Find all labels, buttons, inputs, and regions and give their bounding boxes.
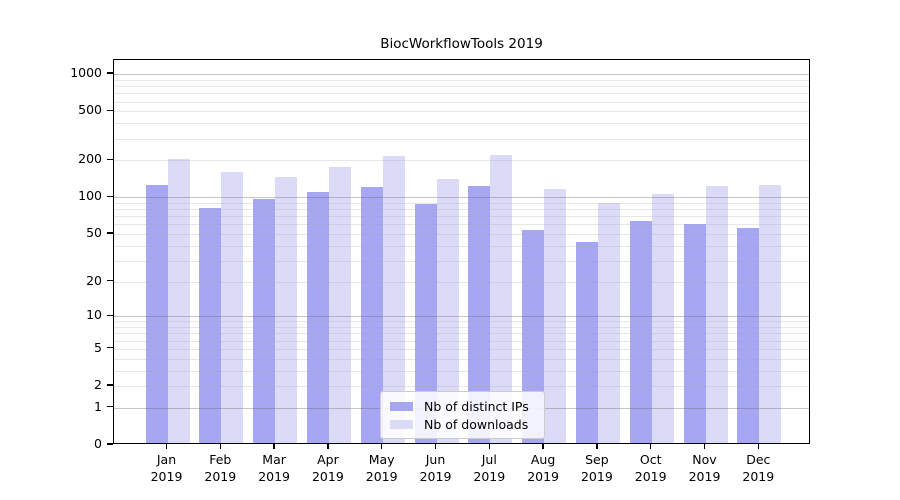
bar-distinct-ips-feb <box>199 207 222 443</box>
legend-entry-distinct-ips: Nb of distinct IPs <box>390 397 544 415</box>
x-tick-label-feb: Feb 2019 <box>204 452 237 484</box>
bar-downloads-nov <box>705 186 728 443</box>
x-tick-dec <box>757 444 759 449</box>
bar-distinct-ips-nov <box>683 224 706 443</box>
x-tick-jan <box>165 444 168 449</box>
gridline-y-1000 <box>114 74 809 76</box>
gridline-y-300 <box>114 138 809 140</box>
bar-downloads-dec <box>759 185 782 443</box>
x-tick-may <box>381 444 383 449</box>
x-tick-jul <box>488 444 490 449</box>
y-tick-1000 <box>107 72 113 74</box>
bar-distinct-ips-oct <box>629 220 652 443</box>
bar-downloads-jul <box>490 155 513 443</box>
x-tick-label-sep: Sep 2019 <box>580 452 613 484</box>
gridline-y-200 <box>114 160 809 162</box>
bar-distinct-ips-jan <box>145 185 168 443</box>
x-tick-label-aug: Aug 2019 <box>527 452 559 484</box>
legend-entry-downloads: Nb of downloads <box>390 415 544 433</box>
gridline-y-600 <box>114 101 809 103</box>
gridline-y-500 <box>114 111 809 113</box>
x-tick-label-apr: Apr 2019 <box>311 452 344 484</box>
bar-downloads-jan <box>167 159 190 443</box>
y-tick-20 <box>107 279 113 282</box>
x-tick-oct <box>650 444 652 449</box>
y-tick-200 <box>107 158 113 160</box>
y-tick-label-5: 5 <box>94 339 102 355</box>
chart-title: BiocWorkflowTools 2019 <box>380 36 543 52</box>
y-tick-label-50: 50 <box>86 224 102 240</box>
plot-area <box>113 59 810 444</box>
x-tick-label-mar: Mar 2019 <box>258 452 290 484</box>
y-tick-label-2: 2 <box>94 377 102 392</box>
bar-downloads-jun <box>436 179 459 443</box>
bar-distinct-ips-apr <box>306 191 329 443</box>
y-tick-label-10: 10 <box>86 307 102 323</box>
bar-downloads-oct <box>651 194 674 443</box>
gridline-y-800 <box>114 86 809 87</box>
y-tick-label-500: 500 <box>78 102 102 118</box>
x-tick-mar <box>273 444 275 449</box>
bar-distinct-ips-jul <box>468 186 491 443</box>
bar-distinct-ips-sep <box>575 242 598 443</box>
x-tick-sep <box>596 444 598 449</box>
legend-label-distinct-ips: Nb of distinct IPs <box>424 398 529 414</box>
y-tick-50 <box>107 232 113 234</box>
x-tick-label-nov: Nov 2019 <box>688 452 721 484</box>
bar-downloads-mar <box>275 177 298 443</box>
y-tick-1 <box>107 406 113 408</box>
y-tick-10 <box>107 314 113 316</box>
y-tick-500 <box>107 109 113 111</box>
y-tick-label-20: 20 <box>86 272 102 288</box>
bar-distinct-ips-aug <box>522 229 545 443</box>
x-tick-nov <box>703 444 706 449</box>
y-tick-label-0: 0 <box>94 436 102 451</box>
x-tick-aug <box>542 444 544 449</box>
y-tick-label-100: 100 <box>78 188 102 204</box>
bar-downloads-feb <box>221 171 244 443</box>
x-tick-jun <box>434 444 437 449</box>
bar-distinct-ips-jun <box>414 203 437 443</box>
legend-swatch-distinct-ips <box>390 401 413 411</box>
x-tick-apr <box>327 444 329 449</box>
x-tick-label-dec: Dec 2019 <box>742 452 775 484</box>
x-tick-label-oct: Oct 2019 <box>634 452 667 484</box>
bar-downloads-may <box>382 156 405 443</box>
gridline-y-400 <box>114 123 809 125</box>
y-tick-label-1000: 1000 <box>70 65 102 81</box>
bar-distinct-ips-mar <box>253 198 276 443</box>
gridline-y-700 <box>114 93 809 95</box>
y-tick-2 <box>107 384 113 386</box>
bar-downloads-sep <box>597 202 620 443</box>
bar-distinct-ips-may <box>360 187 383 443</box>
x-tick-label-jul: Jul 2019 <box>473 452 506 484</box>
x-tick-feb <box>219 444 221 449</box>
y-tick-label-1: 1 <box>94 398 102 414</box>
legend: Nb of distinct IPs Nb of downloads <box>380 391 545 439</box>
legend-swatch-downloads <box>390 419 413 429</box>
x-tick-label-may: May 2019 <box>365 452 398 484</box>
x-tick-label-jan: Jan 2019 <box>150 452 183 484</box>
bar-distinct-ips-dec <box>737 227 760 443</box>
legend-label-downloads: Nb of downloads <box>424 416 529 432</box>
y-tick-0 <box>107 443 113 445</box>
y-tick-5 <box>107 347 113 349</box>
bar-downloads-apr <box>328 167 351 443</box>
y-tick-label-200: 200 <box>78 151 102 167</box>
gridline-y-900 <box>114 79 809 81</box>
bar-downloads-aug <box>544 188 567 443</box>
x-tick-label-jun: Jun 2019 <box>419 452 452 484</box>
y-tick-100 <box>107 195 113 197</box>
